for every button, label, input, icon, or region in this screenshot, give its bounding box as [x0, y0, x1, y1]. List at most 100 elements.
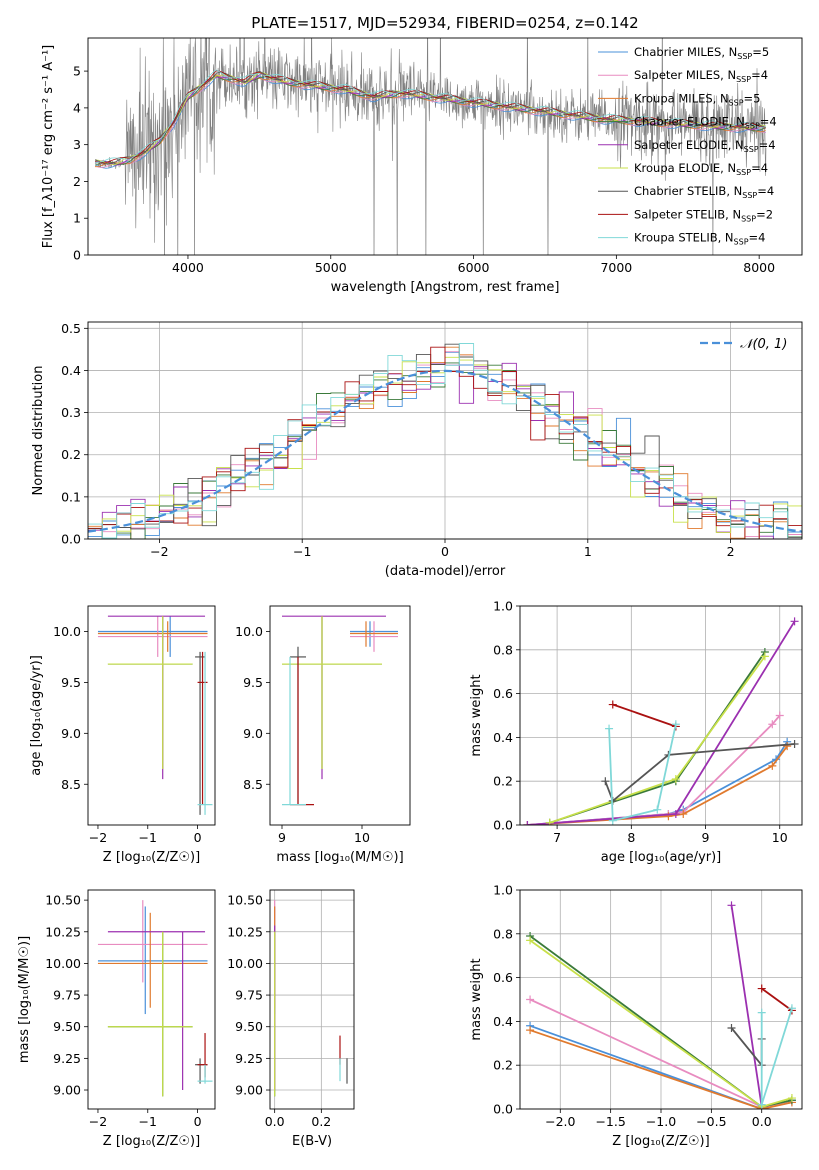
weight-marker	[757, 1008, 766, 1017]
y-tick-label: 0.0	[493, 818, 513, 833]
weight-line	[760, 1008, 793, 1105]
x-axis-label: Z [log₁₀(Z/Z☉)]	[103, 1134, 200, 1149]
y-tick-label: 9.50	[235, 1019, 263, 1034]
x-tick-label: −1.0	[646, 1114, 676, 1129]
weight_vs_age-plot-area	[523, 617, 799, 825]
x-tick-label: 0.0	[265, 1114, 285, 1129]
weight-marker	[671, 810, 680, 819]
weight-marker	[671, 775, 680, 784]
y-tick-label: 8.5	[243, 777, 263, 792]
y-tick-label: 2	[73, 174, 81, 189]
y-tick-label: 9.0	[243, 726, 263, 741]
weight-marker	[671, 720, 680, 729]
residual-histogram	[88, 346, 802, 539]
y-tick-label: 10.0	[53, 624, 81, 639]
y-axis-label: age [log₁₀(age/yr)]	[29, 655, 44, 776]
y-tick-label: 0.3	[61, 405, 81, 420]
x-axis-label: age [log₁₀(age/yr)]	[601, 850, 722, 865]
weight-marker	[760, 652, 769, 661]
y-tick-label: 9.75	[235, 988, 263, 1003]
age_vs_mass-plot-area	[282, 615, 398, 806]
model-spectrum-line	[95, 69, 766, 163]
x-tick-label: 4000	[172, 260, 204, 275]
weight-marker	[608, 700, 617, 709]
weight-marker	[601, 777, 610, 786]
x-tick-label: 10	[772, 830, 788, 845]
x-tick-label: 10	[354, 830, 370, 845]
axes-frame	[87, 605, 216, 826]
mass_vs_Z-plot-area	[97, 900, 213, 1097]
y-tick-label: 0.0	[493, 1102, 513, 1117]
y-axis-label: mass weight	[469, 674, 484, 756]
y-tick-label: 9.25	[235, 1051, 263, 1066]
weight-marker	[608, 816, 617, 825]
x-tick-label: 8000	[743, 260, 775, 275]
residuals-plot-area	[88, 343, 802, 539]
weight_vs_age-panel: 7 8 9 10 0.0 0.2 0.4 0.6 0.8 1.0 age [log₁₀(age/yr…	[469, 599, 803, 865]
x-tick-label: 9	[702, 830, 710, 845]
weight-marker	[757, 1100, 766, 1109]
weight-marker	[787, 1004, 796, 1013]
weight-marker	[526, 1026, 535, 1035]
y-tick-label: 10.00	[45, 956, 81, 971]
y-tick-label: 0.6	[493, 970, 513, 985]
residuals-legend: 𝒩(0, 1)	[700, 337, 787, 352]
weight-marker	[727, 1023, 736, 1032]
y-tick-label: 1.0	[493, 883, 513, 898]
weight_vs_Z-plot-area	[526, 901, 796, 1109]
legend-label: Kroupa ELODIE, NSSP=4	[634, 161, 768, 177]
legend-label: 𝒩(0, 1)	[740, 337, 787, 352]
x-tick-label: 9	[278, 830, 286, 845]
weight-marker	[526, 936, 535, 945]
mass_vs_ebv-panel: 0.0 0.2 9.00 9.25 9.50 9.75 10.00 10.25 10.50 E(B…	[227, 889, 355, 1149]
y-axis-label: mass weight	[469, 958, 484, 1040]
x-axis-label: mass [log₁₀(M/M☉)]	[276, 850, 403, 865]
x-axis-label: Z [log₁₀(Z/Z☉)]	[103, 850, 200, 865]
model-spectrum-line	[94, 74, 766, 168]
legend-label: Salpeter ELODIE, NSSP=4	[634, 138, 776, 154]
y-tick-label: 10.0	[235, 624, 263, 639]
y-tick-label: 0.1	[61, 489, 81, 504]
y-tick-label: 9.5	[61, 675, 81, 690]
legend-label: Kroupa MILES, NSSP=5	[634, 91, 760, 107]
x-tick-label: 2	[727, 544, 735, 559]
y-tick-label: 9.00	[53, 1083, 81, 1098]
mass_vs_ebv-plot-area	[274, 900, 348, 1097]
y-tick-label: 0.2	[493, 774, 513, 789]
legend-label: Chabrier ELODIE, NSSP=4	[634, 115, 777, 131]
x-tick-label: −1	[139, 830, 157, 845]
x-tick-label: −1.5	[595, 1114, 625, 1129]
weight-marker	[653, 805, 662, 814]
y-tick-label: 5	[73, 64, 81, 79]
legend-label: Salpeter STELIB, NSSP=2	[634, 207, 773, 223]
x-tick-label: 6000	[458, 260, 490, 275]
y-tick-label: 0	[73, 248, 81, 263]
x-tick-label: 8	[627, 830, 635, 845]
x-tick-label: 0	[194, 1114, 202, 1129]
x-tick-label: −2	[89, 1114, 107, 1129]
weight-line	[612, 703, 677, 728]
legend-label: Salpeter MILES, NSSP=4	[634, 68, 768, 84]
y-tick-label: 1.0	[493, 599, 513, 614]
legend-label: Chabrier STELIB, NSSP=4	[634, 184, 774, 200]
x-tick-label: −2	[150, 544, 168, 559]
weight-line	[761, 987, 793, 1012]
y-tick-label: 9.5	[243, 675, 263, 690]
y-tick-label: 10.25	[45, 924, 81, 939]
y-tick-label: 0.8	[493, 642, 513, 657]
weight-line	[527, 714, 781, 825]
x-tick-label: 7000	[600, 260, 632, 275]
weight-marker	[523, 821, 532, 825]
spectrum-plot-area	[94, 38, 767, 255]
x-axis-label: (data-model)/error	[385, 564, 506, 579]
legend-label: Kroupa STELIB, NSSP=4	[634, 231, 765, 247]
x-tick-label: −1	[293, 544, 311, 559]
y-tick-label: 0.4	[493, 730, 513, 745]
y-tick-label: 3	[73, 137, 81, 152]
weight-line	[604, 743, 795, 803]
weight-marker	[664, 812, 673, 821]
axes-frame	[519, 605, 803, 826]
spectrum-panel: 4000 5000 6000 7000 8000 0 1 2 3 4 5 wavelength [An…	[41, 37, 803, 295]
weight-marker	[545, 818, 554, 825]
